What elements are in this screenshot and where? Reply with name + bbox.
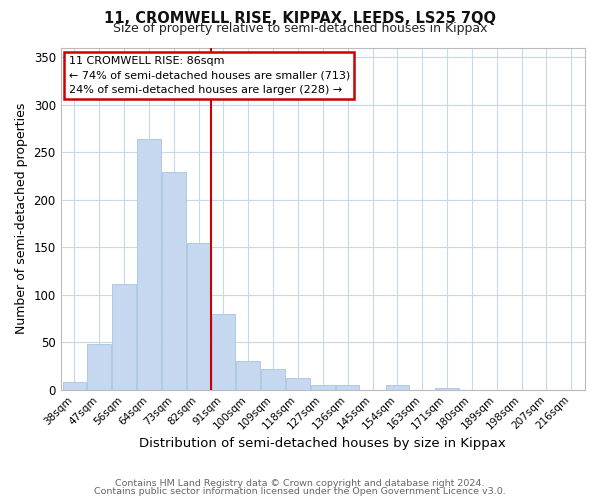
Text: 11, CROMWELL RISE, KIPPAX, LEEDS, LS25 7QQ: 11, CROMWELL RISE, KIPPAX, LEEDS, LS25 7…	[104, 11, 496, 26]
Text: Contains public sector information licensed under the Open Government Licence v3: Contains public sector information licen…	[94, 487, 506, 496]
Bar	[187, 244, 211, 390]
Bar	[262, 369, 285, 390]
Bar	[435, 388, 459, 390]
Bar	[137, 139, 161, 390]
Bar	[311, 385, 335, 390]
Bar	[386, 385, 409, 390]
Text: 11 CROMWELL RISE: 86sqm
← 74% of semi-detached houses are smaller (713)
24% of s: 11 CROMWELL RISE: 86sqm ← 74% of semi-de…	[68, 56, 350, 95]
Bar	[62, 382, 86, 390]
X-axis label: Distribution of semi-detached houses by size in Kippax: Distribution of semi-detached houses by …	[139, 437, 506, 450]
Bar	[212, 314, 235, 390]
Bar	[112, 284, 136, 390]
Text: Size of property relative to semi-detached houses in Kippax: Size of property relative to semi-detach…	[113, 22, 487, 35]
Bar	[336, 385, 359, 390]
Bar	[286, 378, 310, 390]
Bar	[162, 172, 185, 390]
Bar	[236, 361, 260, 390]
Y-axis label: Number of semi-detached properties: Number of semi-detached properties	[15, 103, 28, 334]
Bar	[88, 344, 111, 390]
Text: Contains HM Land Registry data © Crown copyright and database right 2024.: Contains HM Land Registry data © Crown c…	[115, 478, 485, 488]
